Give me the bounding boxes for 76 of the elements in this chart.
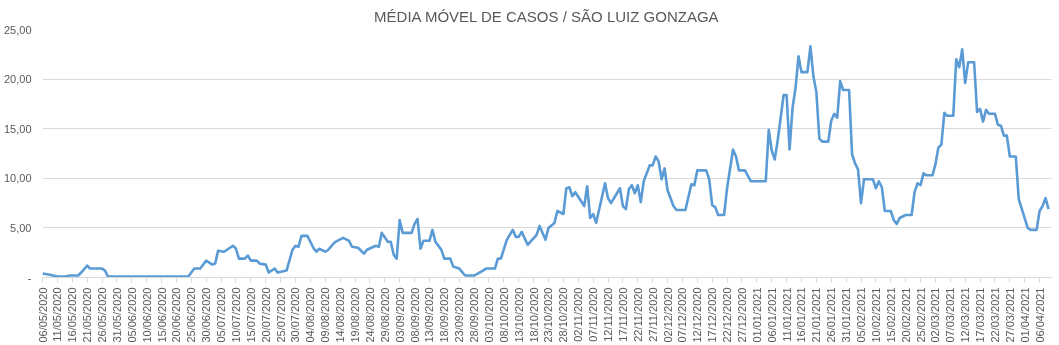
x-tick-label: 12/03/2021 bbox=[959, 287, 972, 343]
x-tick-label: 15/06/2020 bbox=[155, 287, 168, 343]
x-tick-label: 02/11/2020 bbox=[572, 287, 585, 342]
x-tick-label: 05/07/2020 bbox=[215, 287, 228, 343]
x-tick-label: 10/07/2020 bbox=[229, 287, 242, 343]
x-tick-label: 25/07/2020 bbox=[274, 287, 287, 343]
x-tick-label: 12/11/2020 bbox=[602, 287, 615, 342]
x-tick-label: 27/03/2021 bbox=[1003, 287, 1016, 343]
x-tick-label: 17/03/2021 bbox=[974, 287, 987, 343]
x-tick-label: 13/10/2020 bbox=[512, 287, 525, 343]
y-tick-label: 15,00 bbox=[3, 122, 32, 135]
x-tick-label: 12/12/2020 bbox=[691, 287, 704, 343]
x-tick-label: 22/11/2020 bbox=[631, 287, 644, 342]
x-tick-label: 13/09/2020 bbox=[423, 287, 436, 343]
x-tick-label: 08/10/2020 bbox=[497, 287, 510, 343]
x-tick-label: 17/12/2020 bbox=[706, 287, 719, 343]
x-tick-label: 11/01/2021 bbox=[780, 287, 793, 342]
x-tick-label: 10/06/2020 bbox=[140, 287, 153, 343]
x-tick-label: 23/10/2020 bbox=[542, 287, 555, 343]
x-tick-label: 14/08/2020 bbox=[334, 287, 347, 343]
x-tick-label: 05/06/2020 bbox=[125, 287, 138, 343]
x-tick-label: 15/07/2020 bbox=[244, 287, 257, 343]
x-tick-label: 22/03/2021 bbox=[988, 287, 1001, 343]
x-tick-label: 17/11/2020 bbox=[616, 287, 629, 342]
x-tick-label: 16/01/2021 bbox=[795, 287, 808, 343]
y-tick-label: 10,00 bbox=[3, 172, 32, 185]
x-tick-label: 08/09/2020 bbox=[408, 287, 421, 343]
x-tick-label: 29/08/2020 bbox=[378, 287, 391, 343]
x-tick-label: 28/10/2020 bbox=[557, 287, 570, 343]
x-tick-label: 22/12/2020 bbox=[721, 287, 734, 343]
x-tick-label: 18/10/2020 bbox=[527, 287, 540, 343]
x-tick-label: 25/02/2021 bbox=[914, 287, 927, 343]
x-tick-label: 25/06/2020 bbox=[185, 287, 198, 343]
y-tick-label: 25,00 bbox=[3, 23, 32, 36]
x-tick-label: 06/04/2021 bbox=[1033, 287, 1046, 343]
x-tick-label: 31/01/2021 bbox=[840, 287, 853, 343]
x-tick-label: 23/09/2020 bbox=[453, 287, 466, 343]
y-tick-label: 20,00 bbox=[3, 73, 32, 86]
x-tick-label: 27/11/2020 bbox=[646, 287, 659, 342]
x-tick-label: 28/09/2020 bbox=[468, 287, 481, 343]
x-tick-label: 19/08/2020 bbox=[349, 287, 362, 343]
x-tick-label: 20/02/2021 bbox=[899, 287, 912, 343]
line-series bbox=[42, 45, 1050, 278]
x-tick-label: 06/05/2020 bbox=[36, 287, 49, 343]
x-tick-label: 20/07/2020 bbox=[259, 287, 272, 343]
x-tick-label: 10/02/2021 bbox=[869, 287, 882, 343]
x-tick-label: 03/10/2020 bbox=[482, 287, 495, 343]
chart-title: MÉDIA MÓVEL DE CASOS / SÃO LUIZ GONZAGA bbox=[374, 7, 719, 25]
x-tick-label: 31/05/2020 bbox=[110, 287, 123, 343]
x-tick-label: 21/01/2021 bbox=[810, 287, 823, 343]
x-tick-label: 06/01/2021 bbox=[765, 287, 778, 343]
x-tick-label: 02/03/2021 bbox=[929, 287, 942, 343]
x-tick-label: 01/04/2021 bbox=[1018, 287, 1031, 343]
y-tick-label: - bbox=[27, 271, 32, 284]
x-tick-label: 26/01/2021 bbox=[825, 287, 838, 343]
x-tick-label: 27/12/2020 bbox=[735, 287, 748, 343]
x-tick-label: 04/08/2020 bbox=[304, 287, 317, 343]
x-tick-label: 05/02/2021 bbox=[855, 287, 868, 343]
x-tick-label: 02/12/2020 bbox=[661, 287, 674, 343]
x-tick-label: 07/11/2020 bbox=[587, 287, 600, 342]
x-tick-label: 03/09/2020 bbox=[393, 287, 406, 343]
x-tick-label: 30/06/2020 bbox=[200, 287, 213, 343]
x-tick-label: 07/03/2021 bbox=[944, 287, 957, 343]
x-tick-label: 18/09/2020 bbox=[438, 287, 451, 343]
x-tick-label: 24/08/2020 bbox=[363, 287, 376, 343]
x-tick-label: 09/08/2020 bbox=[319, 287, 332, 343]
x-tick-label: 01/01/2021 bbox=[750, 287, 763, 343]
x-tick-label: 30/07/2020 bbox=[289, 287, 302, 343]
x-tick-label: 21/05/2020 bbox=[81, 287, 94, 343]
x-tick-label: 16/05/2020 bbox=[66, 287, 79, 343]
x-tick-label: 11/05/2020 bbox=[51, 287, 64, 342]
x-tick-label: 20/06/2020 bbox=[170, 287, 183, 343]
y-tick-label: 5,00 bbox=[10, 221, 32, 234]
x-tick-label: 15/02/2021 bbox=[884, 287, 897, 343]
x-tick-label: 26/05/2020 bbox=[96, 287, 109, 343]
x-tick-label: 07/12/2020 bbox=[676, 287, 689, 343]
